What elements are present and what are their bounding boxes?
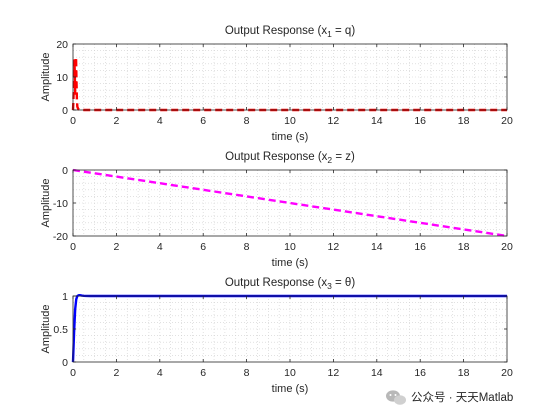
x-tick-label: 8 bbox=[244, 367, 250, 379]
y-tick-label: -20 bbox=[53, 231, 68, 243]
x-tick-label: 20 bbox=[501, 115, 513, 127]
x-tick-label: 18 bbox=[458, 115, 470, 127]
x-tick-label: 12 bbox=[328, 367, 340, 379]
minor-grid bbox=[73, 170, 507, 236]
title-prefix: Output Response (x bbox=[225, 25, 328, 37]
y-axis-label: Amplitude bbox=[40, 53, 52, 102]
y-tick-label: 0.5 bbox=[53, 324, 68, 336]
x-tick-label: 10 bbox=[284, 241, 296, 253]
subplot-3: 0 2 4 6 8 10 12 14 16 18 20 0 0.5 1 time (s) Amplitude O… bbox=[40, 277, 513, 395]
series-line-1 bbox=[72, 168, 508, 238]
x-tick-label: 10 bbox=[284, 367, 296, 379]
title-prefix: Output Response (x bbox=[225, 151, 328, 163]
title-suffix: = z) bbox=[332, 151, 355, 163]
x-tick-label: 0 bbox=[70, 115, 76, 127]
y-tick-label: 1 bbox=[62, 291, 68, 303]
x-tick-label: 2 bbox=[113, 367, 119, 379]
y-tick-label: 0 bbox=[62, 165, 68, 177]
x-tick-label: 8 bbox=[244, 241, 250, 253]
x-tick-label: 6 bbox=[200, 241, 206, 253]
subplot-2: 0 2 4 6 8 10 12 14 16 18 20 -20 -10 0 time (s) Amplitud… bbox=[40, 151, 513, 269]
x-axis-label: time (s) bbox=[272, 383, 309, 395]
x-tick-label: 12 bbox=[328, 241, 340, 253]
x-tick-label: 16 bbox=[414, 367, 426, 379]
chart-title: Output Response (x2 = z) bbox=[225, 151, 355, 165]
x-tick-label: 6 bbox=[200, 115, 206, 127]
y-axis-label: Amplitude bbox=[40, 305, 52, 354]
y-tick-label: 0 bbox=[62, 357, 68, 369]
x-tick-label: 4 bbox=[157, 241, 163, 253]
minor-grid bbox=[73, 44, 507, 110]
y-axis-label: Amplitude bbox=[40, 179, 52, 228]
y-tick-label: 20 bbox=[56, 39, 68, 51]
x-tick-label: 8 bbox=[244, 115, 250, 127]
y-tick-label: 0 bbox=[62, 105, 68, 117]
x-tick-label: 20 bbox=[501, 241, 513, 253]
title-suffix: = θ) bbox=[332, 277, 356, 289]
watermark-text: 公众号 · 天天Matlab bbox=[411, 391, 513, 404]
x-tick-label: 6 bbox=[200, 367, 206, 379]
x-tick-label: 2 bbox=[113, 115, 119, 127]
y-tick-label: -10 bbox=[53, 198, 68, 210]
x-tick-label: 4 bbox=[157, 115, 163, 127]
x-tick-label: 18 bbox=[458, 367, 470, 379]
minor-grid bbox=[73, 296, 507, 362]
series-line-1 bbox=[71, 56, 507, 112]
title-subscript: 2 bbox=[327, 155, 332, 165]
x-tick-label: 4 bbox=[157, 367, 163, 379]
watermark: 公众号 · 天天Matlab bbox=[386, 390, 513, 405]
x-tick-label: 12 bbox=[328, 115, 340, 127]
x-tick-label: 16 bbox=[414, 241, 426, 253]
x-tick-label: 18 bbox=[458, 241, 470, 253]
x-axis-label: time (s) bbox=[272, 257, 309, 269]
x-tick-label: 2 bbox=[113, 241, 119, 253]
subplot-1: 0 2 4 6 8 10 12 14 16 18 20 0 10 20 time (s) Amplitude O… bbox=[40, 25, 513, 143]
x-tick-label: 14 bbox=[371, 241, 383, 253]
x-tick-label: 14 bbox=[371, 367, 383, 379]
title-subscript: 1 bbox=[327, 29, 332, 39]
y-tick-label: 10 bbox=[56, 72, 68, 84]
wechat-icon bbox=[386, 390, 406, 405]
x-tick-label: 10 bbox=[284, 115, 296, 127]
title-subscript: 3 bbox=[327, 281, 332, 291]
chart-title: Output Response (x3 = θ) bbox=[225, 277, 356, 291]
x-tick-label: 0 bbox=[70, 367, 76, 379]
x-tick-label: 14 bbox=[371, 115, 383, 127]
x-axis-label: time (s) bbox=[272, 131, 309, 143]
x-tick-label: 16 bbox=[414, 115, 426, 127]
title-prefix: Output Response (x bbox=[225, 277, 328, 289]
x-tick-label: 20 bbox=[501, 367, 513, 379]
title-suffix: = q) bbox=[332, 25, 356, 37]
x-tick-label: 0 bbox=[70, 241, 76, 253]
chart-title: Output Response (x1 = q) bbox=[225, 25, 356, 39]
